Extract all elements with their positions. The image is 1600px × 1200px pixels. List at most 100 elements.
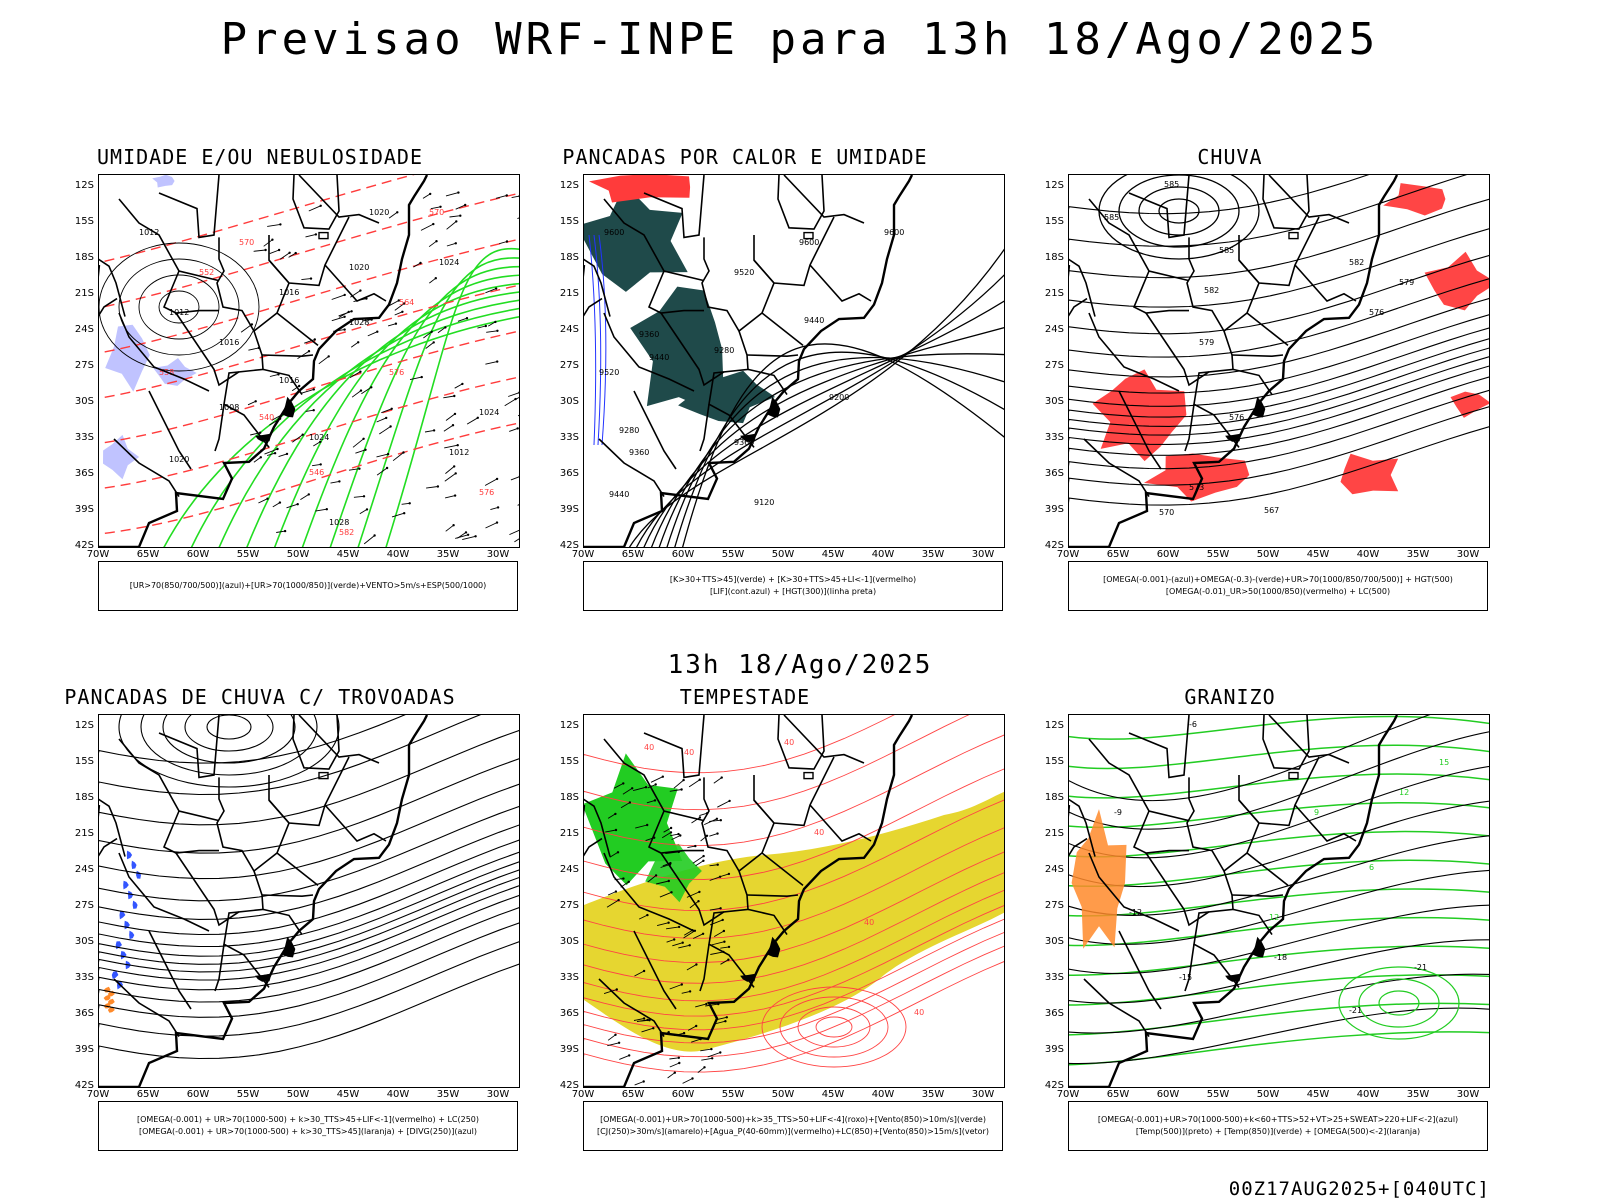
lon-tick-label: 35W xyxy=(436,1089,460,1100)
map-canvas: 585 585 585 582 579 576 573 570 567 576 579 582 xyxy=(1069,175,1489,547)
pressure-contour xyxy=(99,242,260,372)
state-border xyxy=(660,852,725,927)
state-border xyxy=(598,438,665,498)
state-border xyxy=(292,715,340,770)
height-label: 579 xyxy=(1399,278,1414,287)
state-border xyxy=(1238,756,1320,827)
strong-wind-vector-head xyxy=(614,1033,617,1036)
wind-vector-head xyxy=(516,427,519,430)
state-border xyxy=(603,852,695,932)
lat-tick-label: 15S xyxy=(74,756,94,767)
state-border xyxy=(1145,312,1210,387)
isobar-label: 1012 xyxy=(449,448,469,457)
state-border xyxy=(603,312,695,392)
isobar-label: 540 xyxy=(259,413,274,422)
lat-tick-label: 30S xyxy=(74,936,94,947)
temp-850-contour xyxy=(1069,945,1489,977)
lat-tick-label: 21S xyxy=(559,828,579,839)
rh-lowlevel-contour xyxy=(273,283,519,547)
state-border xyxy=(1232,908,1273,936)
height-label: 9600 xyxy=(604,228,624,237)
wind-vector xyxy=(388,211,398,219)
isobar-label: 1020 xyxy=(369,208,389,217)
wind-vector xyxy=(413,262,421,268)
state-border xyxy=(660,312,725,387)
legend-box: [K>30+TTS>45](verde) + [K>30+TTS>45+LI<-… xyxy=(583,561,1003,611)
wind-vector-head xyxy=(373,534,376,537)
wind-vector xyxy=(267,223,281,227)
isobar-label: 546 xyxy=(309,468,324,477)
state-border xyxy=(598,978,665,1038)
wind-vector-head xyxy=(385,416,388,420)
strong-wind-vector-head xyxy=(715,817,719,820)
jet-loop xyxy=(184,715,274,752)
rain-area xyxy=(1383,183,1446,216)
wind-vector xyxy=(446,242,456,247)
panel-title: UMIDADE E/OU NEBULOSIDADE xyxy=(96,145,424,169)
strong-wind-vector-head xyxy=(695,1024,698,1028)
rh-lowlevel-contour xyxy=(246,291,519,547)
height-label: 9360 xyxy=(639,330,659,339)
wind-vector-head xyxy=(496,329,499,332)
map-plot: -6 -9 -12 -15 -18 -21 -21 12 12 15 9 6 xyxy=(1068,714,1490,1088)
strong-wind-vector-head xyxy=(670,891,673,894)
wind-vector xyxy=(445,192,459,197)
temp-850-contour xyxy=(1069,773,1489,799)
panel-title: GRANIZO xyxy=(1184,685,1276,709)
rh-lowlevel-contour xyxy=(163,316,519,547)
state-border xyxy=(699,944,710,992)
lat-tick-label: 30S xyxy=(1044,936,1064,947)
wind-vector xyxy=(291,385,300,392)
wind-vector-head xyxy=(464,203,467,207)
streamline-850 xyxy=(584,932,1004,1044)
state-border xyxy=(1132,810,1189,854)
streamline-250 xyxy=(99,894,519,991)
rain-area xyxy=(1340,453,1399,495)
strong-wind-vector xyxy=(669,1062,680,1068)
lat-tick-label: 36S xyxy=(1044,468,1064,479)
strong-wind-vector xyxy=(607,1034,616,1041)
lat-tick-label: 24S xyxy=(74,864,94,875)
streamline-250 xyxy=(99,715,482,796)
legend-box: [OMEGA(-0.001)-(azul)+OMEGA(-0.3)-(verde… xyxy=(1068,561,1488,611)
streamline-250 xyxy=(99,963,519,1060)
strong-wind-vector xyxy=(607,891,617,896)
wind-vector xyxy=(420,223,434,231)
strong-wind-vector xyxy=(647,875,657,883)
lon-tick-label: 40W xyxy=(871,549,895,560)
geopotential-height-contour xyxy=(674,351,1004,547)
strong-wind-vector xyxy=(666,926,680,930)
strong-wind-vector xyxy=(673,779,684,789)
wind-vector xyxy=(269,249,280,255)
state-border xyxy=(1128,175,1190,239)
wind-vector xyxy=(394,303,405,311)
wind-vector xyxy=(409,376,422,381)
wind-vector-head xyxy=(494,287,498,290)
map-plot: 9600 9600 9600 9520 9440 9440 9360 9280 9200 9120… xyxy=(583,174,1005,548)
wind-vector-head xyxy=(465,317,469,320)
wind-vector xyxy=(511,195,519,199)
wind-vector xyxy=(331,294,345,300)
wind-vector xyxy=(424,429,435,433)
lat-tick-label: 24S xyxy=(559,324,579,335)
streamline-250 xyxy=(99,824,519,920)
state-border xyxy=(324,804,387,842)
wind-vector-head xyxy=(313,338,316,341)
strong-wind-vector-head xyxy=(703,1066,706,1069)
temperature-label: -21 xyxy=(1349,1006,1362,1015)
wind-vector xyxy=(362,319,372,322)
state-border xyxy=(1083,438,1150,498)
strong-wind-vector xyxy=(707,1052,721,1058)
streamline xyxy=(1069,406,1489,486)
lat-tick-label: 21S xyxy=(74,828,94,839)
wind-vector-head xyxy=(370,386,373,389)
lat-tick-label: 27S xyxy=(559,360,579,371)
state-border xyxy=(584,297,603,317)
state-border xyxy=(298,715,380,764)
strong-wind-vector-head xyxy=(644,786,648,789)
state-border xyxy=(633,930,677,1010)
divergence-area xyxy=(128,890,134,900)
wind-vector xyxy=(305,233,317,238)
strong-wind-vector-head xyxy=(698,890,701,894)
strong-wind-vector xyxy=(665,851,679,855)
